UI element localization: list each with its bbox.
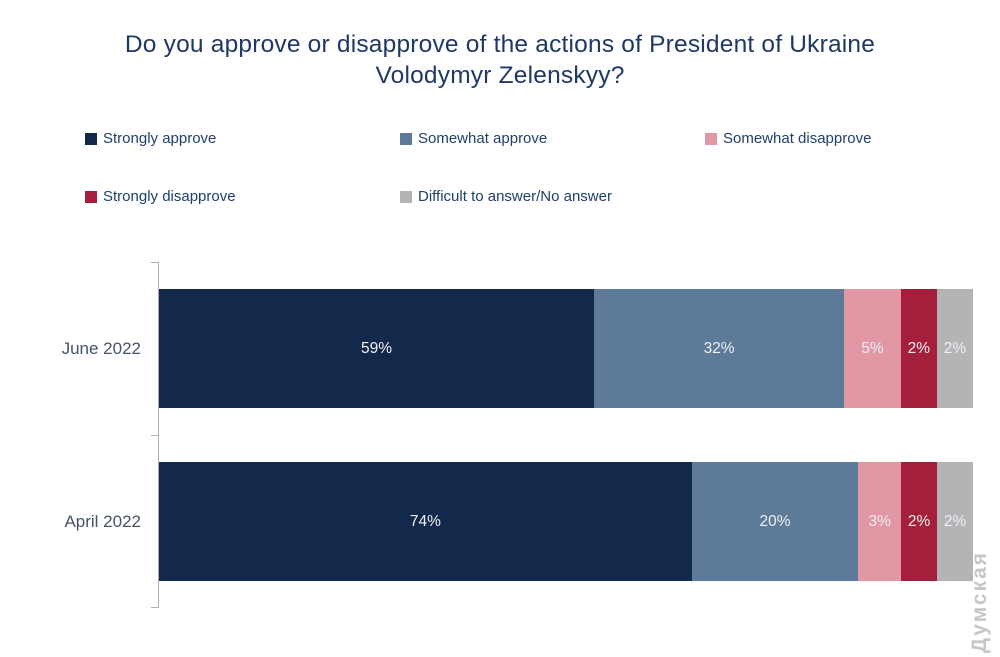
legend-swatch-icon xyxy=(85,190,97,203)
bar-segment: 2% xyxy=(937,462,974,581)
bar-segment-value-label: 74% xyxy=(409,512,441,530)
bar-segment-value-label: 2% xyxy=(943,339,967,357)
bar-segment: 2% xyxy=(901,462,938,581)
bar-segment: 32% xyxy=(594,289,845,408)
legend-swatch-icon xyxy=(705,132,717,145)
legend-item: Strongly approve xyxy=(85,130,216,147)
category-row: June 2022 59% 32% 5% 2% 2% xyxy=(62,262,973,435)
category-label: June 2022 xyxy=(61,338,141,358)
legend-swatch-icon xyxy=(85,132,97,145)
bar-segment-value-label: 59% xyxy=(360,339,393,357)
bar-segment-value-label: 3% xyxy=(868,512,891,530)
bar-segment-value-label: 5% xyxy=(861,339,884,357)
legend-item: Difficult to answer/No answer xyxy=(400,188,612,205)
category-label: April 2022 xyxy=(64,511,141,531)
bar-segment: 2% xyxy=(900,289,937,408)
bar-segment-value-label: 32% xyxy=(703,339,735,357)
bar-segment: 20% xyxy=(691,462,859,581)
bar-segment-value-label: 2% xyxy=(907,512,931,530)
legend-swatch-icon xyxy=(400,132,412,145)
bar-segment: 2% xyxy=(936,289,973,408)
chart-title-line1: Do you approve or disapprove of the acti… xyxy=(124,31,876,58)
legend-item: Strongly disapprove xyxy=(85,188,236,205)
axis-tick-bottom xyxy=(151,607,158,608)
bar-segment-value-label: 2% xyxy=(907,339,931,357)
legend-item: Somewhat approve xyxy=(400,130,547,147)
chart-title: Do you approve or disapprove of the acti… xyxy=(30,30,970,91)
bar-segment: 59% xyxy=(159,289,595,408)
bar-segment: 74% xyxy=(159,462,692,581)
bar-segment: 3% xyxy=(858,462,902,581)
category-row: April 2022 74% 20% 3% 2% 2% xyxy=(64,435,974,608)
stacked-bar: 59% 32% 5% 2% 2% xyxy=(159,289,973,408)
chart-title-line2: Volodymyr Zelenskyy? xyxy=(375,61,625,89)
bar-segment-value-label: 2% xyxy=(943,512,967,530)
legend-label: Somewhat disapprove xyxy=(723,130,872,147)
y-axis-line xyxy=(158,262,159,608)
bar-segment: 5% xyxy=(844,289,901,408)
stacked-bar: 74% 20% 3% 2% 2% xyxy=(159,462,974,581)
axis-tick-middle xyxy=(151,435,158,436)
legend-item: Somewhat disapprove xyxy=(705,130,871,147)
legend-label: Strongly approve xyxy=(103,130,217,147)
bar-segment-value-label: 20% xyxy=(759,512,791,530)
legend-label: Somewhat approve xyxy=(418,130,548,147)
legend-swatch-icon xyxy=(400,190,412,203)
legend-label: Strongly disapprove xyxy=(103,188,236,205)
watermark: Думская xyxy=(968,551,991,653)
axis-tick-top xyxy=(151,262,158,263)
legend-label: Difficult to answer/No answer xyxy=(418,188,612,205)
plot-area: June 2022 59% 32% 5% 2% 2% April 2022 74% 20% 3% 2… xyxy=(62,262,974,608)
